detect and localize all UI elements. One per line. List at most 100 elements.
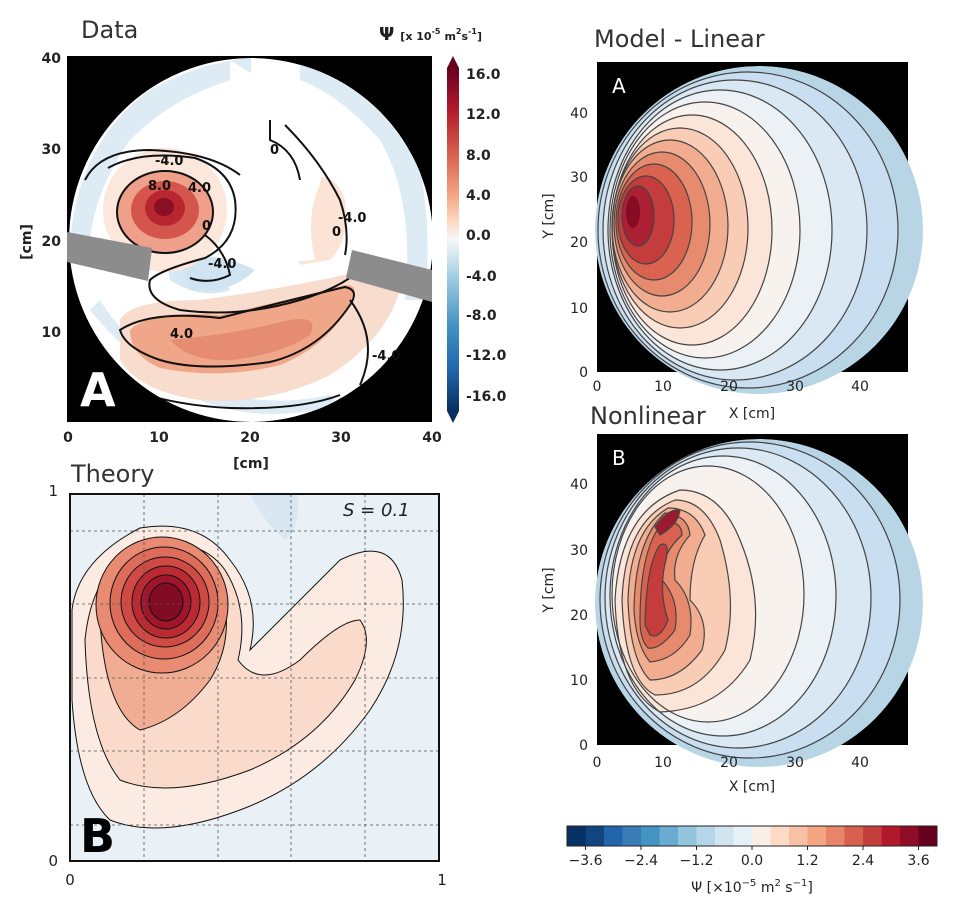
x-tick: 10 — [149, 430, 169, 446]
x-tick: 1 — [437, 871, 447, 889]
cbar-tick: -16.0 — [466, 389, 507, 405]
model-linear-axes: 0 10 20 30 40 0 10 20 30 40 X [cm] Y [cm… — [541, 106, 869, 422]
colorbar-tick-label: 1.2 — [796, 853, 818, 869]
colorbar-tick-label: −3.6 — [569, 853, 603, 869]
x-tick: 0 — [65, 871, 75, 889]
x-tick: 30 — [786, 755, 804, 771]
model-nonlinear-panel: Nonlinear B 0 10 20 — [541, 402, 923, 795]
theory-panel-letter: B — [80, 809, 115, 863]
y-tick: 20 — [570, 608, 588, 624]
x-tick: 40 — [851, 755, 869, 771]
colorbar-step — [863, 826, 882, 846]
contour-label: -4.0 — [372, 349, 400, 364]
colorbar-step — [770, 826, 790, 846]
data-colorbar: 16.0 12.0 8.0 4.0 0.0 -4.0 -8.0 -12.0 -1… — [379, 24, 507, 423]
colorbar-step — [604, 826, 623, 846]
x-tick: 0 — [593, 755, 602, 771]
y-tick: 30 — [570, 543, 588, 559]
x-tick: 30 — [331, 430, 351, 446]
y-tick: 0 — [579, 365, 588, 381]
y-tick: 10 — [42, 325, 62, 341]
colorbar-step — [881, 826, 901, 846]
x-tick: 10 — [654, 755, 672, 771]
model-linear-x-label: X [cm] — [729, 406, 775, 422]
theory-panel: Theory S = 0.1 B 0 1 0 1 — [48, 460, 446, 889]
cbar-label: Ψ [x 10-5 m2s-1] — [379, 24, 482, 45]
colorbar-step — [696, 826, 716, 846]
colorbar-step — [733, 826, 753, 846]
colorbar-step — [585, 826, 605, 846]
cbar-tick: 4.0 — [466, 188, 491, 204]
data-panel-letter: A — [80, 363, 116, 417]
colorbar-step — [659, 826, 679, 846]
colorbar-step — [844, 826, 864, 846]
model-nonlinear-x-label: X [cm] — [729, 779, 775, 795]
y-tick: 10 — [570, 301, 588, 317]
model-nonlinear-letter: B — [612, 446, 626, 470]
cbar-tick: -12.0 — [466, 348, 507, 364]
colorbar-step — [826, 826, 845, 846]
colorbar-step — [789, 826, 808, 846]
y-tick: 30 — [570, 170, 588, 186]
y-tick: 40 — [570, 106, 588, 122]
contour-label: 0 — [270, 143, 279, 158]
theory-grid — [70, 494, 439, 861]
cbar-tick: 8.0 — [466, 148, 491, 164]
y-tick: 1 — [48, 482, 58, 500]
y-tick: 20 — [570, 235, 588, 251]
data-panel: Data — [19, 16, 507, 472]
colorbar-tick-label: −1.2 — [680, 853, 714, 869]
colorbar-step — [641, 826, 660, 846]
colorbar-step — [678, 826, 697, 846]
contour-label: 0 — [332, 225, 341, 240]
cbar-tick: -4.0 — [466, 269, 497, 285]
cbar-tick: 16.0 — [466, 67, 501, 83]
x-tick: 40 — [851, 379, 869, 395]
y-tick: 0 — [579, 738, 588, 754]
x-tick: 40 — [422, 430, 442, 446]
model-colorbar-label: Ψ [×10−5 m2 s−1] — [691, 878, 813, 896]
contour-label: 8.0 — [148, 179, 171, 194]
x-tick: 10 — [654, 379, 672, 395]
model-nonlinear-title: Nonlinear — [590, 402, 706, 430]
model-linear-title: Model - Linear — [594, 25, 765, 53]
data-gray-strip-right — [346, 250, 432, 302]
data-axes: 0 10 20 30 40 10 20 30 40 [cm] [cm] — [19, 51, 442, 472]
data-field — [69, 58, 433, 422]
data-x-label: [cm] — [233, 456, 269, 472]
colorbar-step — [715, 826, 734, 846]
data-contour-labels: -4.0 8.0 4.0 0 0 -4.0 -4.0 0 4.0 -4.0 — [148, 143, 400, 364]
data-y-label: [cm] — [19, 224, 35, 260]
data-title: Data — [81, 16, 138, 44]
colorbar-step — [752, 826, 771, 846]
cbar-tick: 0.0 — [466, 228, 491, 244]
colorbar-step — [567, 826, 586, 846]
x-tick: 20 — [720, 755, 738, 771]
colorbar-step — [900, 826, 919, 846]
model-nonlinear-axes: 0 10 20 30 40 0 10 20 30 40 X [cm] Y [cm… — [541, 477, 869, 795]
contour-label: 4.0 — [188, 181, 211, 196]
theory-title: Theory — [70, 460, 154, 488]
model-linear-y-label: Y [cm] — [541, 193, 557, 239]
y-tick: 40 — [570, 477, 588, 493]
x-tick: 20 — [240, 430, 260, 446]
cbar-tick: -8.0 — [466, 308, 497, 324]
model-colorbar: −3.6 −2.4 −1.2 0.0 1.2 2.4 3.6 Ψ [×10−5 m2 s−1… — [566, 825, 938, 896]
y-tick: 20 — [42, 234, 62, 250]
model-linear-letter: A — [612, 74, 626, 98]
colorbar-step — [622, 826, 642, 846]
y-tick: 40 — [42, 51, 62, 67]
contour-label: 4.0 — [170, 327, 193, 342]
x-tick: 20 — [720, 379, 738, 395]
contour-label: -4.0 — [338, 211, 366, 226]
colorbar-tick-label: −2.4 — [624, 853, 658, 869]
data-gray-strip-left — [67, 232, 152, 281]
cbar-tick: 12.0 — [466, 107, 501, 123]
contour-label: -4.0 — [155, 154, 183, 169]
colorbar-tick-label: 0.0 — [741, 853, 763, 869]
y-tick: 30 — [42, 142, 62, 158]
contour-label: -4.0 — [208, 257, 236, 272]
x-tick: 0 — [593, 379, 602, 395]
contour-label: 0 — [202, 219, 211, 234]
